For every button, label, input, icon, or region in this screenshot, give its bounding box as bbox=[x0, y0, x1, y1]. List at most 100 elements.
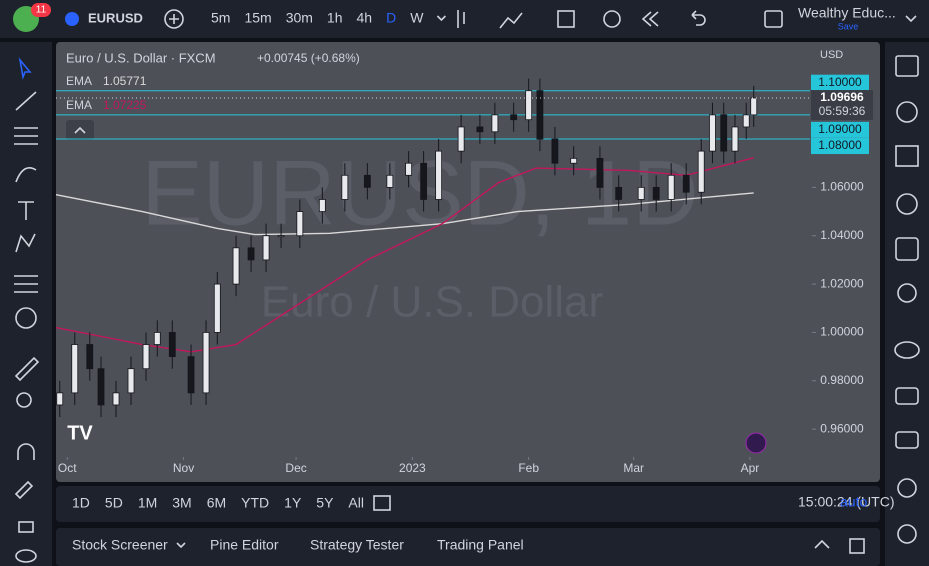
collapse-legend[interactable] bbox=[66, 120, 94, 140]
draw-mode[interactable] bbox=[14, 480, 34, 500]
x-tick-label: Feb bbox=[518, 461, 539, 475]
scale-mode[interactable]: auto bbox=[840, 494, 867, 510]
y-tick-label: 1.00000 bbox=[820, 325, 864, 339]
y-tick-label: 0.96000 bbox=[820, 421, 864, 435]
range-button[interactable]: YTD bbox=[241, 495, 269, 511]
candle-body bbox=[697, 150, 705, 193]
add-symbol[interactable] bbox=[164, 9, 184, 29]
ruler-tool[interactable] bbox=[14, 356, 40, 382]
watermark-subtitle: Euro / U.S. Dollar bbox=[261, 278, 603, 327]
candle-body bbox=[127, 368, 135, 394]
save-label[interactable]: Save bbox=[838, 21, 859, 31]
layout-icon[interactable] bbox=[557, 10, 575, 28]
date-range-icon[interactable] bbox=[373, 495, 391, 511]
right-toolbar bbox=[885, 42, 929, 566]
x-tick-label: Mar bbox=[623, 461, 644, 475]
icon-tool[interactable] bbox=[15, 307, 37, 329]
help-icon[interactable] bbox=[897, 524, 917, 544]
panel-tab[interactable]: Strategy Tester bbox=[310, 537, 404, 553]
range-button[interactable]: 1D bbox=[72, 495, 90, 511]
ema-line bbox=[55, 192, 754, 236]
right-icons bbox=[894, 55, 920, 544]
interval[interactable]: 1h bbox=[327, 10, 343, 26]
range-button[interactable]: 3M bbox=[172, 495, 191, 511]
x-tick-label: Nov bbox=[173, 461, 194, 475]
calendar-icon[interactable] bbox=[895, 237, 919, 261]
symbol[interactable]: EURUSD bbox=[88, 10, 143, 25]
candle-body bbox=[742, 114, 750, 128]
zoom-tool[interactable] bbox=[16, 392, 32, 408]
messages-icon[interactable] bbox=[895, 431, 919, 449]
badge bbox=[31, 3, 51, 17]
flag-icon bbox=[65, 12, 79, 26]
chart-title: Euro / U.S. Dollar · FXCM bbox=[66, 50, 216, 65]
prediction-tool[interactable] bbox=[14, 275, 38, 293]
interval[interactable]: 15m bbox=[244, 10, 271, 26]
watermark: EURUSD, 1D bbox=[141, 142, 698, 244]
ideas-icon[interactable] bbox=[897, 283, 917, 303]
brush-tool[interactable] bbox=[15, 167, 37, 183]
replay-icon[interactable] bbox=[641, 11, 659, 27]
candle-body bbox=[709, 114, 716, 152]
level-label-box bbox=[811, 138, 869, 155]
visibility-tool[interactable] bbox=[15, 549, 37, 563]
panel-tab[interactable]: Pine Editor bbox=[210, 537, 279, 553]
cursor-tool[interactable] bbox=[18, 57, 32, 80]
candle-body bbox=[363, 174, 371, 188]
chats-icon[interactable] bbox=[895, 387, 919, 405]
account-name[interactable]: Wealthy Educ... bbox=[798, 5, 896, 21]
news-icon[interactable] bbox=[895, 145, 919, 167]
candle-body bbox=[510, 114, 518, 121]
chart-type-icon[interactable] bbox=[457, 10, 465, 28]
candle-body bbox=[405, 162, 413, 176]
fullscreen-icon[interactable] bbox=[764, 10, 783, 28]
panel-tab[interactable]: Trading Panel bbox=[437, 537, 524, 553]
tab-bar bbox=[56, 528, 880, 566]
panel-maximize[interactable] bbox=[849, 538, 865, 554]
candle-body bbox=[202, 332, 210, 394]
range-button[interactable]: All bbox=[348, 495, 364, 511]
lock-tool[interactable] bbox=[18, 521, 34, 533]
candle-body bbox=[142, 344, 150, 370]
legend-value: 1.05771 bbox=[103, 74, 147, 88]
streams-icon[interactable] bbox=[894, 341, 920, 359]
line-tool[interactable] bbox=[15, 91, 37, 111]
range-button[interactable]: 1Y bbox=[284, 495, 302, 511]
range-button[interactable]: 5D bbox=[105, 495, 123, 511]
undo-icon[interactable] bbox=[691, 10, 706, 26]
currency[interactable]: USD bbox=[820, 49, 843, 61]
interval[interactable]: W bbox=[410, 10, 424, 26]
event-marker[interactable] bbox=[745, 432, 767, 454]
clock: 15:00:24 (UTC) bbox=[798, 494, 894, 510]
interval[interactable]: D bbox=[386, 10, 396, 26]
panel-tab[interactable]: Stock Screener bbox=[72, 537, 168, 553]
candle-body bbox=[168, 332, 176, 358]
tab-menu[interactable] bbox=[176, 542, 186, 549]
candle-body bbox=[525, 90, 533, 121]
signals-icon[interactable] bbox=[897, 478, 917, 498]
candle-body bbox=[112, 392, 120, 406]
indicators-icon[interactable] bbox=[499, 12, 523, 29]
level-label: 1.10000 bbox=[818, 75, 862, 89]
range-button[interactable]: 5Y bbox=[316, 495, 334, 511]
candle-body bbox=[247, 247, 255, 261]
alerts-icon[interactable] bbox=[896, 101, 918, 123]
candle-body bbox=[341, 174, 349, 200]
pattern-tool[interactable] bbox=[15, 233, 36, 253]
text-tool[interactable] bbox=[18, 201, 34, 220]
interval[interactable]: 30m bbox=[286, 10, 313, 26]
fib-tool[interactable] bbox=[14, 127, 38, 145]
range-button[interactable]: 1M bbox=[138, 495, 157, 511]
interval[interactable]: 4h bbox=[357, 10, 373, 26]
account-menu[interactable] bbox=[905, 15, 917, 23]
hotlist-icon[interactable] bbox=[896, 193, 918, 215]
x-tick-label: Oct bbox=[58, 461, 77, 475]
interval-menu[interactable] bbox=[436, 15, 446, 22]
alert-icon[interactable] bbox=[603, 10, 621, 28]
interval[interactable]: 5m bbox=[211, 10, 230, 26]
candle-body bbox=[476, 126, 484, 133]
magnet-tool[interactable] bbox=[17, 443, 35, 460]
range-button[interactable]: 6M bbox=[207, 495, 226, 511]
panel-toggle[interactable] bbox=[814, 539, 830, 549]
watchlist-icon[interactable] bbox=[895, 55, 919, 77]
